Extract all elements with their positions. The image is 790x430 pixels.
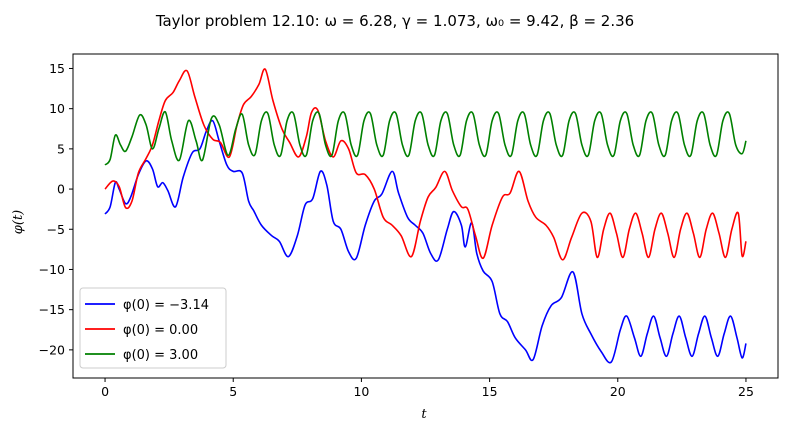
x-tick-label: 10: [353, 384, 369, 399]
y-tick-label: −5: [47, 222, 65, 237]
legend-label: φ(0) = 3.00: [123, 348, 198, 363]
legend: φ(0) = −3.14 φ(0) = 0.00 φ(0) = 3.00: [79, 287, 227, 369]
y-tick-label: 5: [57, 141, 65, 156]
legend-box: [79, 287, 227, 369]
y-tick-label: 15: [49, 61, 65, 76]
axes-frame: [72, 53, 779, 379]
y-tick-label: −20: [39, 342, 65, 357]
y-tick-label: 10: [49, 101, 65, 116]
legend-label: φ(0) = 0.00: [123, 323, 198, 338]
y-axis-label: φ(t): [11, 210, 26, 234]
series-line-2: [104, 68, 747, 261]
legend-entry-series-3: φ(0) = 3.00: [85, 348, 198, 363]
y-tick-label: −15: [39, 302, 65, 317]
legend-entry-series-2: φ(0) = 0.00: [85, 323, 198, 338]
series-layer: [104, 68, 747, 364]
x-axis-label: t: [421, 407, 427, 422]
y-tick-label: −10: [39, 262, 65, 277]
x-tick-label: 5: [229, 384, 237, 399]
chart-title: Taylor problem 12.10: ω = 6.28, γ = 1.07…: [155, 12, 634, 30]
x-axis: 0 5 10 15 20 25: [101, 378, 754, 399]
plot-area: 0 5 10 15 20 25 −20 −15 −10 −5 0 5 10 15: [39, 53, 779, 399]
y-tick-label: 0: [57, 182, 65, 197]
x-tick-label: 0: [101, 384, 109, 399]
y-axis: −20 −15 −10 −5 0 5 10 15: [39, 61, 73, 357]
legend-label: φ(0) = −3.14: [123, 298, 209, 313]
x-tick-label: 25: [738, 384, 754, 399]
x-tick-label: 20: [610, 384, 626, 399]
legend-entry-series-1: φ(0) = −3.14: [85, 298, 209, 313]
series-line-3: [104, 110, 747, 166]
x-tick-label: 15: [482, 384, 498, 399]
